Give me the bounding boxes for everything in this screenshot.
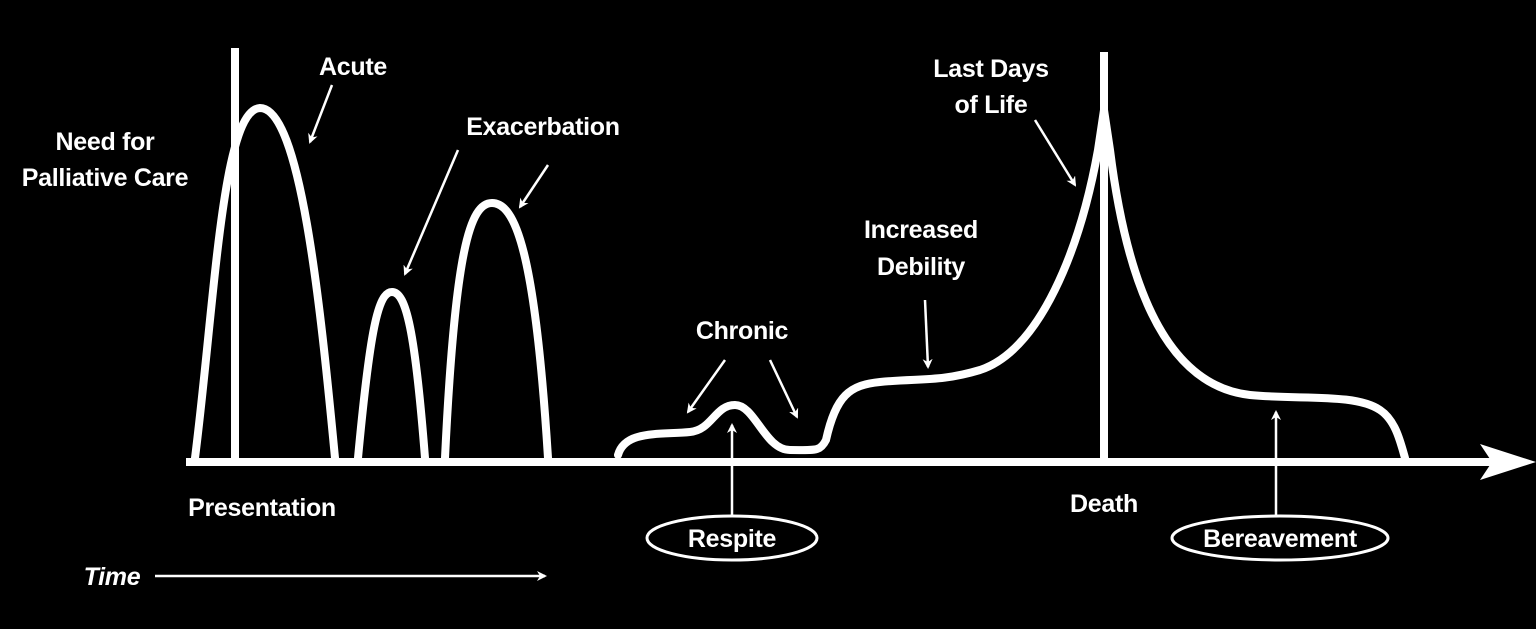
phase-label: Last Days (933, 55, 1048, 83)
phase-label: Chronic (696, 317, 789, 345)
phase-label: Exacerbation (466, 113, 619, 141)
pointer-arrow (922, 299, 933, 369)
phase-label: Acute (319, 53, 387, 81)
trajectory-curve (614, 106, 1409, 462)
bereavement-ellipse (1170, 514, 1390, 562)
axis-arrowhead (1480, 444, 1536, 480)
x-label: Time (84, 563, 141, 591)
phase-label: Debility (877, 253, 965, 281)
boxed-label: Respite (688, 525, 777, 553)
milestone-label: Presentation (188, 494, 336, 522)
pointer-arrow (308, 84, 334, 144)
y-label: Palliative Care (22, 164, 189, 192)
acute-curve (191, 104, 339, 462)
pointer-arrow (768, 359, 799, 419)
pointer-arrow (686, 359, 727, 414)
exacerbation-curve (354, 288, 429, 462)
phase-label: Increased (864, 216, 978, 244)
exacerbation-curve (441, 199, 552, 462)
y-label: Need for (55, 128, 155, 156)
boxed-label: Bereavement (1203, 525, 1358, 553)
milestone-label: Death (1070, 490, 1138, 518)
pointer-arrow (403, 149, 460, 276)
pointer-arrow (518, 164, 550, 209)
respite-ellipse (645, 514, 819, 562)
pointer-arrow (1033, 119, 1077, 187)
phase-label: of Life (955, 91, 1028, 119)
